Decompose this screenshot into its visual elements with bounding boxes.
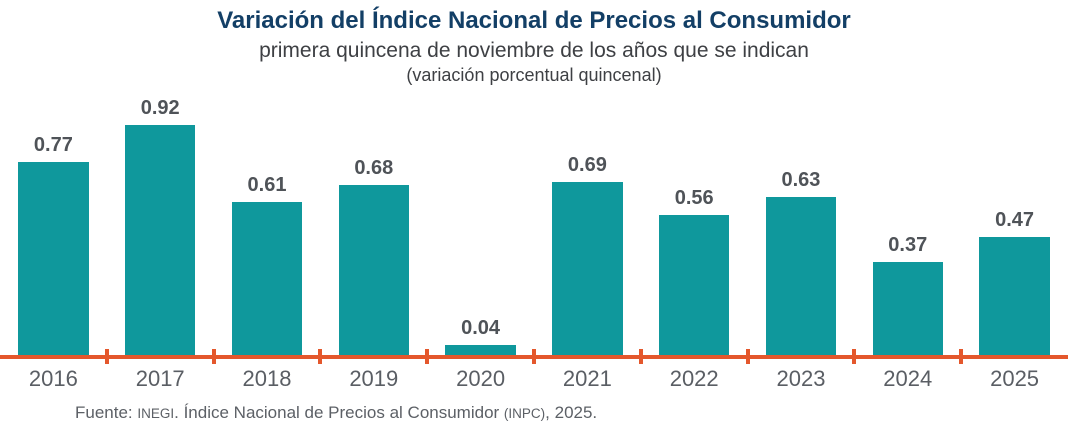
bar-group-2022: 0.56	[641, 100, 748, 355]
bar-group-2025: 0.47	[961, 100, 1068, 355]
x-tick-label-2016: 2016	[28, 366, 78, 391]
bar-2024	[872, 262, 944, 355]
x-tick-label-2021: 2021	[562, 366, 612, 391]
axis-tick	[318, 349, 323, 364]
bar-value-label: 0.63	[781, 169, 821, 191]
source-caption: Fuente: INEGI. Índice Nacional de Precio…	[75, 402, 1068, 424]
axis-tick	[425, 349, 430, 364]
bar-group-2024: 0.37	[854, 100, 961, 355]
bar-value-label: 0.47	[995, 209, 1035, 231]
x-tick-label-2023: 2023	[776, 366, 826, 391]
bar-group-2018: 0.61	[214, 100, 321, 355]
source-text-segment: Fuente:	[75, 403, 138, 422]
source-acronym: (INPC)	[503, 406, 546, 421]
source-text-segment: , 2025.	[545, 403, 598, 422]
source-acronym: INEGI	[137, 406, 175, 421]
bar-value-label: 0.61	[247, 174, 287, 196]
bar-value-label: 0.92	[140, 97, 180, 119]
bar-group-2016: 0.77	[0, 100, 107, 355]
chart-note: (variación porcentual quincenal)	[406, 65, 662, 85]
x-tick-label-2024: 2024	[883, 366, 933, 391]
x-tick-label-2019: 2019	[349, 366, 399, 391]
axis-tick	[532, 349, 536, 364]
bar-2022	[658, 215, 730, 355]
bar-2021	[552, 182, 623, 355]
bar-group-2020: 0.04	[427, 100, 534, 355]
bar-value-label: 0.04	[461, 317, 501, 339]
bar-2020	[445, 345, 516, 355]
x-tick-label-2020: 2020	[456, 366, 506, 391]
x-tick-label-2018: 2018	[242, 366, 292, 391]
chart-title: Variación del Índice Nacional de Precios…	[217, 7, 851, 34]
bar-value-label: 0.69	[567, 154, 607, 176]
chart-subtitle: primera quincena de noviembre de los año…	[259, 39, 809, 62]
bar-value-label: 0.68	[354, 157, 394, 179]
bar-2019	[338, 185, 410, 355]
axis-tick	[852, 349, 857, 364]
bar-2018	[231, 202, 303, 355]
bar-group-2019: 0.68	[320, 100, 427, 355]
axis-tick	[959, 349, 964, 364]
axis-tick	[745, 349, 750, 364]
bar-group-2017: 0.92	[107, 97, 214, 355]
x-tick-label-2017: 2017	[135, 366, 185, 391]
source-text-segment: . Índice Nacional de Precios al Consumid…	[174, 403, 504, 422]
bar-value-label: 0.37	[888, 234, 928, 256]
x-axis-labels: 2016 2017 2018 2019 2020 2021 2022 2023 2024 2025	[0, 366, 1068, 392]
x-axis-line	[0, 349, 1068, 364]
inpc-variation-bar-chart: Variación del Índice Nacional de Precios…	[0, 6, 1068, 432]
x-tick-label-2025: 2025	[990, 366, 1040, 391]
plot-area: 0.77 0.92 0.61 0.68 0.04 0.69 0.56 0.63 0.37 0.47	[0, 97, 1068, 355]
bar-value-label: 0.77	[33, 134, 73, 156]
axis-tick	[104, 349, 109, 364]
bar-2023	[765, 197, 837, 355]
axis-tick	[211, 349, 216, 364]
bar-value-label: 0.56	[674, 187, 714, 209]
x-tick-label-2022: 2022	[669, 366, 719, 391]
bar-2016	[18, 162, 89, 355]
bar-2017	[124, 125, 196, 355]
bar-group-2023: 0.63	[748, 100, 855, 355]
axis-tick	[638, 349, 643, 364]
bar-group-2021: 0.69	[534, 100, 641, 355]
bar-2025	[979, 237, 1050, 355]
